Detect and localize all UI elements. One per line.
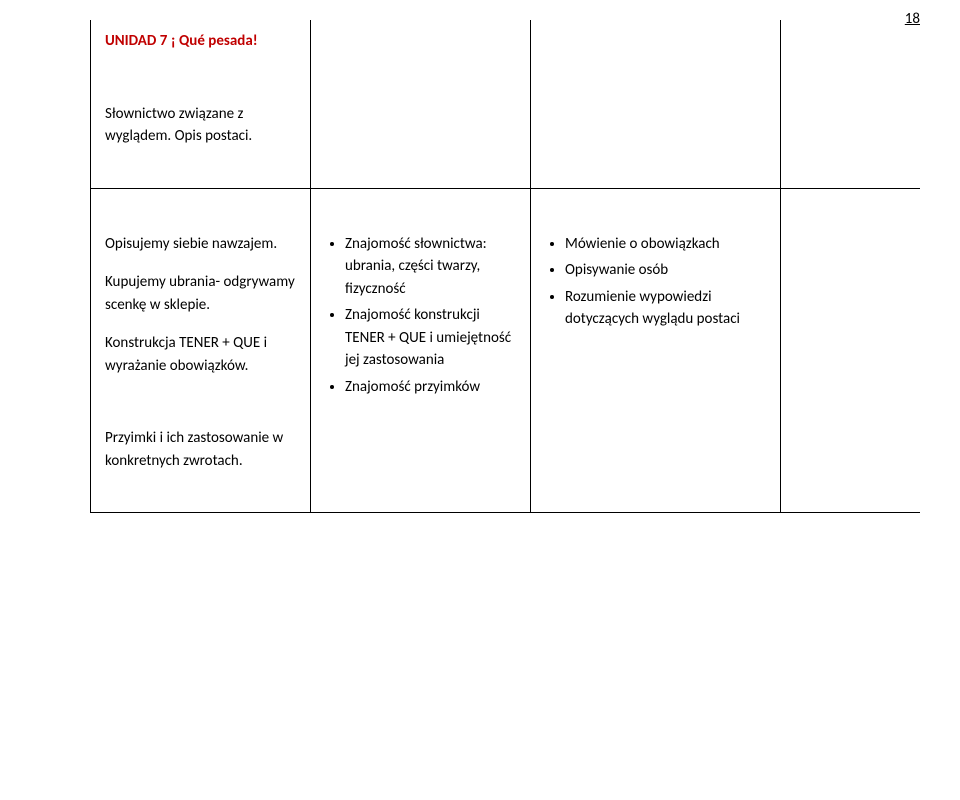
spacer <box>105 393 296 427</box>
cell-knowledge: Znajomość słownictwa: ubrania, części tw… <box>311 189 531 513</box>
spacer <box>105 472 296 502</box>
list-item: Opisywanie osób <box>565 259 766 282</box>
cell-skills: Mówienie o obowiązkach Opisywanie osób R… <box>531 189 781 513</box>
spacer <box>105 199 296 233</box>
activity-text: Opisujemy siebie nawzajem. <box>105 233 296 256</box>
document-page: 18 UNIDAD 7 ¡ Qué pesada! Słownictwo zwi… <box>0 0 960 533</box>
heading-subtext: Słownictwo związane z wyglądem. Opis pos… <box>105 103 296 148</box>
bullet-list: Mówienie o obowiązkach Opisywanie osób R… <box>545 233 766 331</box>
cell-heading: UNIDAD 7 ¡ Qué pesada! Słownictwo związa… <box>91 20 311 188</box>
page-number: 18 <box>905 10 920 28</box>
cell-empty <box>531 20 781 188</box>
bullet-list: Znajomość słownictwa: ubrania, części tw… <box>325 233 516 399</box>
spacer <box>105 69 296 103</box>
table-row: Opisujemy siebie nawzajem. Kupujemy ubra… <box>90 189 920 514</box>
spacer <box>325 199 516 233</box>
activity-text: Kupujemy ubrania- odgrywamy scenkę w skl… <box>105 271 296 316</box>
cell-activities: Opisujemy siebie nawzajem. Kupujemy ubra… <box>91 189 311 513</box>
spacer <box>545 199 766 233</box>
list-item: Rozumienie wypowiedzi dotyczących wygląd… <box>565 286 766 331</box>
unit-heading: UNIDAD 7 ¡ Qué pesada! <box>105 30 296 53</box>
table-row: UNIDAD 7 ¡ Qué pesada! Słownictwo związa… <box>90 20 920 189</box>
list-item: Znajomość konstrukcji TENER + QUE i umie… <box>345 304 516 372</box>
activity-text: Przyimki i ich zastosowanie w konkretnyc… <box>105 427 296 472</box>
cell-empty <box>311 20 531 188</box>
list-item: Znajomość przyimków <box>345 376 516 399</box>
heading-accent: ¡ Qué pesada! <box>171 32 258 50</box>
activity-text: Konstrukcja TENER + QUE i wyrażanie obow… <box>105 332 296 377</box>
list-item: Znajomość słownictwa: ubrania, części tw… <box>345 233 516 301</box>
heading-prefix: UNIDAD 7 <box>105 32 171 50</box>
list-item: Mówienie o obowiązkach <box>565 233 766 256</box>
spacer <box>105 148 296 178</box>
